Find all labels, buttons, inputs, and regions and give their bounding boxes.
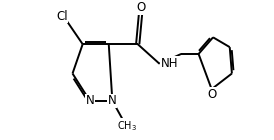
Text: N: N bbox=[85, 94, 94, 107]
Text: Cl: Cl bbox=[56, 10, 68, 23]
Text: O: O bbox=[136, 1, 145, 14]
Text: CH$_3$: CH$_3$ bbox=[117, 119, 137, 133]
Text: O: O bbox=[207, 88, 216, 101]
Text: N: N bbox=[108, 94, 117, 107]
Text: NH: NH bbox=[161, 57, 178, 70]
